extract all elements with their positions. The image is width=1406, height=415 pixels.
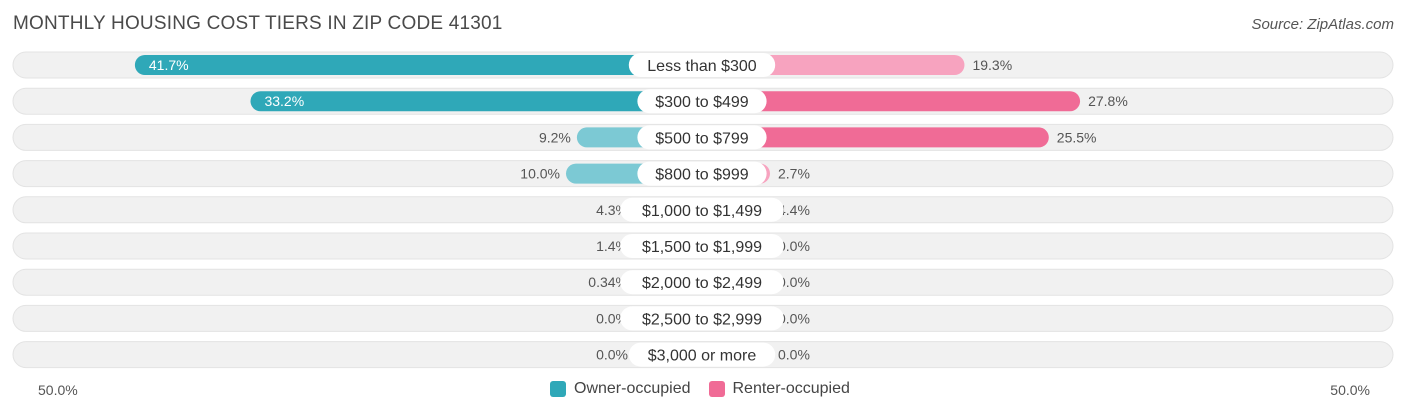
owner-bar [134, 55, 702, 75]
renter-value-label: 27.8% [1088, 93, 1128, 109]
category-label: $3,000 or more [648, 348, 757, 365]
renter-value-label: 0.0% [778, 310, 810, 326]
category-label: $1,000 to $1,499 [642, 203, 762, 220]
owner-value-label: 1.4% [596, 238, 628, 254]
legend-label-renter: Renter-occupied [732, 380, 850, 397]
chart-svg: 41.7% 19.3% Less than $300 33.2% 27.8% $300 t… [12, 51, 1394, 369]
category-label: Less than $300 [647, 58, 757, 75]
renter-value-label: 0.0% [778, 347, 810, 363]
legend-label-owner: Owner-occupied [574, 380, 691, 397]
renter-value-label: 25.5% [1057, 129, 1097, 145]
owner-value-label: 10.0% [520, 166, 560, 182]
category-pill [620, 234, 784, 258]
legend: Owner-occupied Renter-occupied [550, 380, 868, 398]
category-pill [637, 161, 767, 186]
owner-value-label: 33.2% [264, 93, 304, 109]
row-3: 10.0% 2.7% $800 to $999 [12, 160, 1394, 188]
category-pill [620, 306, 784, 331]
row-2: 9.2% 25.5% $500 to $799 [12, 123, 1394, 151]
legend-item-renter: Renter-occupied [708, 380, 850, 398]
owner-bar [250, 91, 703, 112]
row-7: 0.0% 0.0% $2,500 to $2,999 [12, 304, 1394, 332]
category-pill [637, 89, 767, 114]
renter-value-label: 4.4% [778, 202, 810, 218]
row-8: 0.0% 0.0% $3,000 or more [12, 341, 1394, 369]
owner-value-label: 0.0% [596, 347, 628, 363]
row-6: 0.34% 0.0% $2,000 to $2,499 [12, 268, 1394, 296]
category-label: $2,500 to $2,999 [642, 311, 762, 328]
owner-value-label: 0.0% [596, 310, 628, 326]
owner-value-label: 0.34% [588, 274, 628, 290]
row-0: 41.7% 19.3% Less than $300 [12, 51, 1394, 79]
renter-value-label: 2.7% [778, 166, 810, 182]
category-pill [637, 125, 767, 150]
renter-value-label: 0.0% [778, 238, 810, 254]
source-label: Source: ZipAtlas.com [1251, 16, 1394, 33]
renter-bar [702, 127, 1049, 148]
legend-swatch-owner [550, 381, 566, 397]
row-4: 4.3% 4.4% $1,000 to $1,499 [12, 196, 1394, 224]
renter-value-label: 0.0% [778, 274, 810, 290]
category-label: $2,000 to $2,499 [642, 275, 762, 292]
category-pill [620, 197, 784, 222]
category-label: $800 to $999 [655, 167, 749, 184]
owner-value-label: 41.7% [149, 57, 189, 73]
row-1: 33.2% 27.8% $300 to $499 [12, 87, 1394, 115]
owner-value-label: 9.2% [539, 129, 571, 145]
category-pill [628, 53, 776, 77]
legend-item-owner: Owner-occupied [550, 380, 691, 398]
category-label: $300 to $499 [655, 94, 749, 111]
axis-right-label: 50.0% [1330, 382, 1370, 398]
renter-bar [702, 91, 1081, 112]
category-pill [620, 270, 784, 295]
owner-value-label: 4.3% [596, 202, 628, 218]
category-pill [628, 342, 776, 367]
category-label: $1,500 to $1,999 [642, 239, 762, 256]
axis-left-label: 50.0% [38, 382, 78, 398]
row-5: 1.4% 0.0% $1,500 to $1,999 [12, 232, 1394, 260]
legend-swatch-renter [708, 381, 725, 397]
renter-value-label: 19.3% [972, 57, 1012, 73]
chart-title: MONTHLY HOUSING COST TIERS IN ZIP CODE 4… [13, 13, 503, 34]
category-label: $500 to $799 [655, 130, 749, 147]
